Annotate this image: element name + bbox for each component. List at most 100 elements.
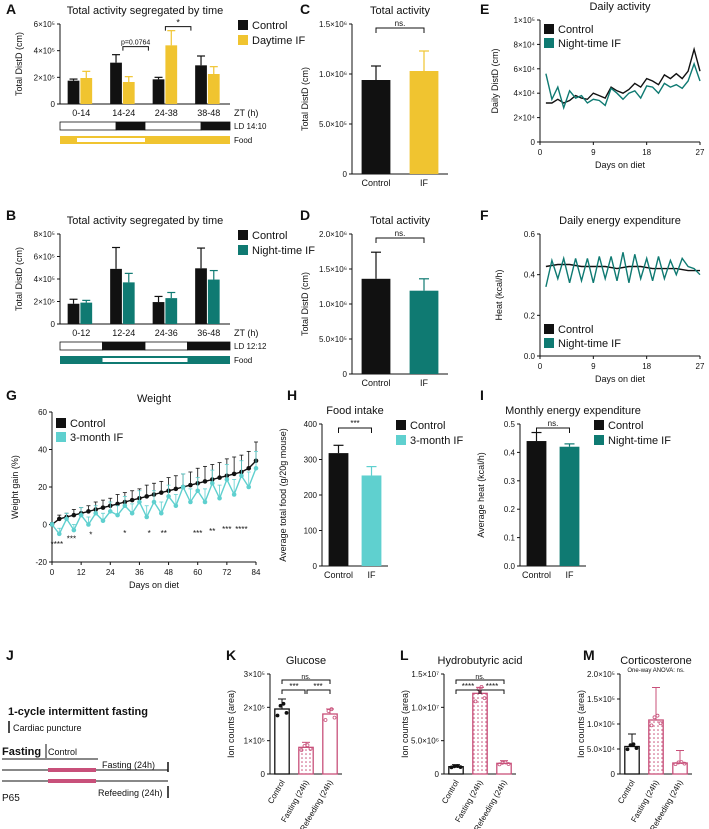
legend-swatch bbox=[238, 230, 248, 240]
panel-letter-E: E bbox=[480, 1, 489, 17]
significance-bracket bbox=[281, 679, 331, 684]
x-tick-label: 27 bbox=[696, 362, 705, 371]
x-tick-label: Control bbox=[361, 378, 390, 388]
legend-label: Daytime IF bbox=[252, 35, 305, 47]
data-point bbox=[86, 509, 91, 514]
significance-label: **** bbox=[462, 682, 474, 691]
y-tick-label: 1.5×10⁷ bbox=[411, 670, 439, 679]
y-tick-label: 0 bbox=[531, 138, 536, 147]
chart-title: Total activity segregated by time bbox=[67, 215, 224, 227]
legend-swatch bbox=[56, 432, 66, 442]
y-tick-label: 0 bbox=[343, 370, 348, 379]
data-point bbox=[281, 701, 286, 706]
x-tick-label: 0 bbox=[50, 568, 55, 577]
panel-letter-J: J bbox=[6, 647, 14, 663]
y-tick-label: 4×10⁵ bbox=[34, 275, 55, 284]
data-point bbox=[649, 723, 654, 728]
control-label: Control bbox=[48, 747, 77, 757]
significance-label: *** bbox=[222, 525, 231, 534]
legend-label: Control bbox=[608, 420, 643, 432]
panel-letter-D: D bbox=[300, 207, 310, 223]
significance-label: ** bbox=[209, 527, 215, 536]
y-tick-label: 0 bbox=[435, 770, 440, 779]
data-point bbox=[93, 510, 99, 516]
x-axis-label: Days on diet bbox=[129, 580, 180, 590]
legend-label: Control bbox=[252, 230, 287, 242]
y-tick-label: 0.5 bbox=[504, 420, 516, 429]
y-tick-label: 5.0×10⁶ bbox=[411, 737, 439, 746]
y-tick-label: 0.0 bbox=[504, 562, 516, 571]
data-point bbox=[299, 748, 304, 752]
y-axis-label: Ion counts (area) bbox=[400, 690, 410, 758]
x-tick-label: 9 bbox=[591, 148, 596, 157]
y-tick-label: 2.0×10⁵ bbox=[587, 670, 615, 679]
x-tick-label: 27 bbox=[696, 148, 705, 157]
data-point bbox=[64, 516, 69, 522]
chart-title: Total activity bbox=[370, 5, 430, 17]
data-point bbox=[202, 499, 208, 505]
series-line bbox=[545, 263, 700, 272]
y-axis-label: Total DistD (cm) bbox=[14, 247, 24, 311]
y-tick-label: 0 bbox=[51, 100, 56, 109]
y-tick-label: 0 bbox=[43, 521, 48, 530]
legend-label: Night-time IF bbox=[608, 435, 671, 447]
ld-label: LD 14:10 bbox=[234, 122, 267, 131]
legend-swatch bbox=[544, 324, 554, 334]
data-point bbox=[122, 503, 128, 509]
p65-label: P65 bbox=[2, 793, 20, 804]
data-point bbox=[631, 742, 636, 747]
y-tick-label: 0.6 bbox=[524, 230, 536, 239]
legend-swatch bbox=[544, 38, 554, 48]
data-point bbox=[497, 762, 502, 767]
legend-swatch bbox=[594, 435, 604, 445]
y-tick-label: 2×10⁴ bbox=[514, 114, 536, 123]
panel-A: 0 2×10⁵ 4×10⁵ 6×10⁵ Total DistD (cm) Total ac… bbox=[14, 5, 305, 145]
x-tick-label: IF bbox=[420, 178, 429, 188]
bar bbox=[559, 446, 580, 566]
y-axis-label: Average heat (kcal/h) bbox=[476, 452, 486, 537]
series-line bbox=[545, 46, 701, 104]
y-tick-label: 300 bbox=[304, 456, 318, 465]
panel-letter-G: G bbox=[6, 387, 17, 403]
x-tick-label: 24-36 bbox=[155, 328, 178, 338]
chart-title: Hydrobutyric acid bbox=[438, 655, 523, 667]
significance-label: *** bbox=[67, 534, 76, 543]
significance-label: ns. bbox=[395, 19, 406, 28]
legend-label: Night-time IF bbox=[558, 38, 621, 50]
bar bbox=[361, 80, 391, 174]
y-tick-label: 6×10⁴ bbox=[514, 65, 536, 74]
data-point bbox=[239, 473, 244, 479]
legend-label: 3-month IF bbox=[70, 432, 123, 444]
significance-bracket bbox=[375, 237, 425, 243]
data-point bbox=[679, 760, 684, 765]
data-point bbox=[78, 512, 84, 518]
y-tick-label: 1.5×10⁵ bbox=[587, 695, 615, 704]
x-unit-label: ZT (h) bbox=[234, 108, 258, 118]
significance-label: *** bbox=[350, 419, 359, 428]
legend-swatch bbox=[238, 35, 248, 45]
data-point bbox=[158, 510, 164, 516]
data-point bbox=[449, 765, 454, 770]
y-tick-label: 1.0×10⁶ bbox=[319, 300, 347, 309]
data-point bbox=[129, 510, 135, 516]
y-tick-label: 1.0×10⁷ bbox=[411, 703, 439, 712]
data-point bbox=[332, 715, 337, 720]
fasting24-label: Fasting (24h) bbox=[102, 760, 155, 770]
y-tick-label: 1.0×10⁶ bbox=[319, 70, 347, 79]
significance-bracket bbox=[455, 679, 505, 684]
significance-label: ns. bbox=[395, 229, 406, 238]
legend-swatch bbox=[544, 24, 554, 34]
y-tick-label: 0.2 bbox=[524, 311, 536, 320]
legend-swatch bbox=[396, 435, 406, 445]
legend-label: Control bbox=[410, 420, 445, 432]
y-tick-label: 40 bbox=[38, 446, 47, 455]
data-point bbox=[625, 747, 630, 752]
data-point bbox=[278, 703, 283, 708]
food-off-segment bbox=[102, 358, 188, 362]
significance-label: ns. bbox=[475, 674, 484, 681]
data-point bbox=[202, 479, 208, 484]
data-point bbox=[129, 497, 135, 503]
y-tick-label: 4×10⁵ bbox=[34, 47, 55, 56]
y-tick-label: 0 bbox=[51, 320, 56, 329]
bar bbox=[409, 71, 439, 174]
